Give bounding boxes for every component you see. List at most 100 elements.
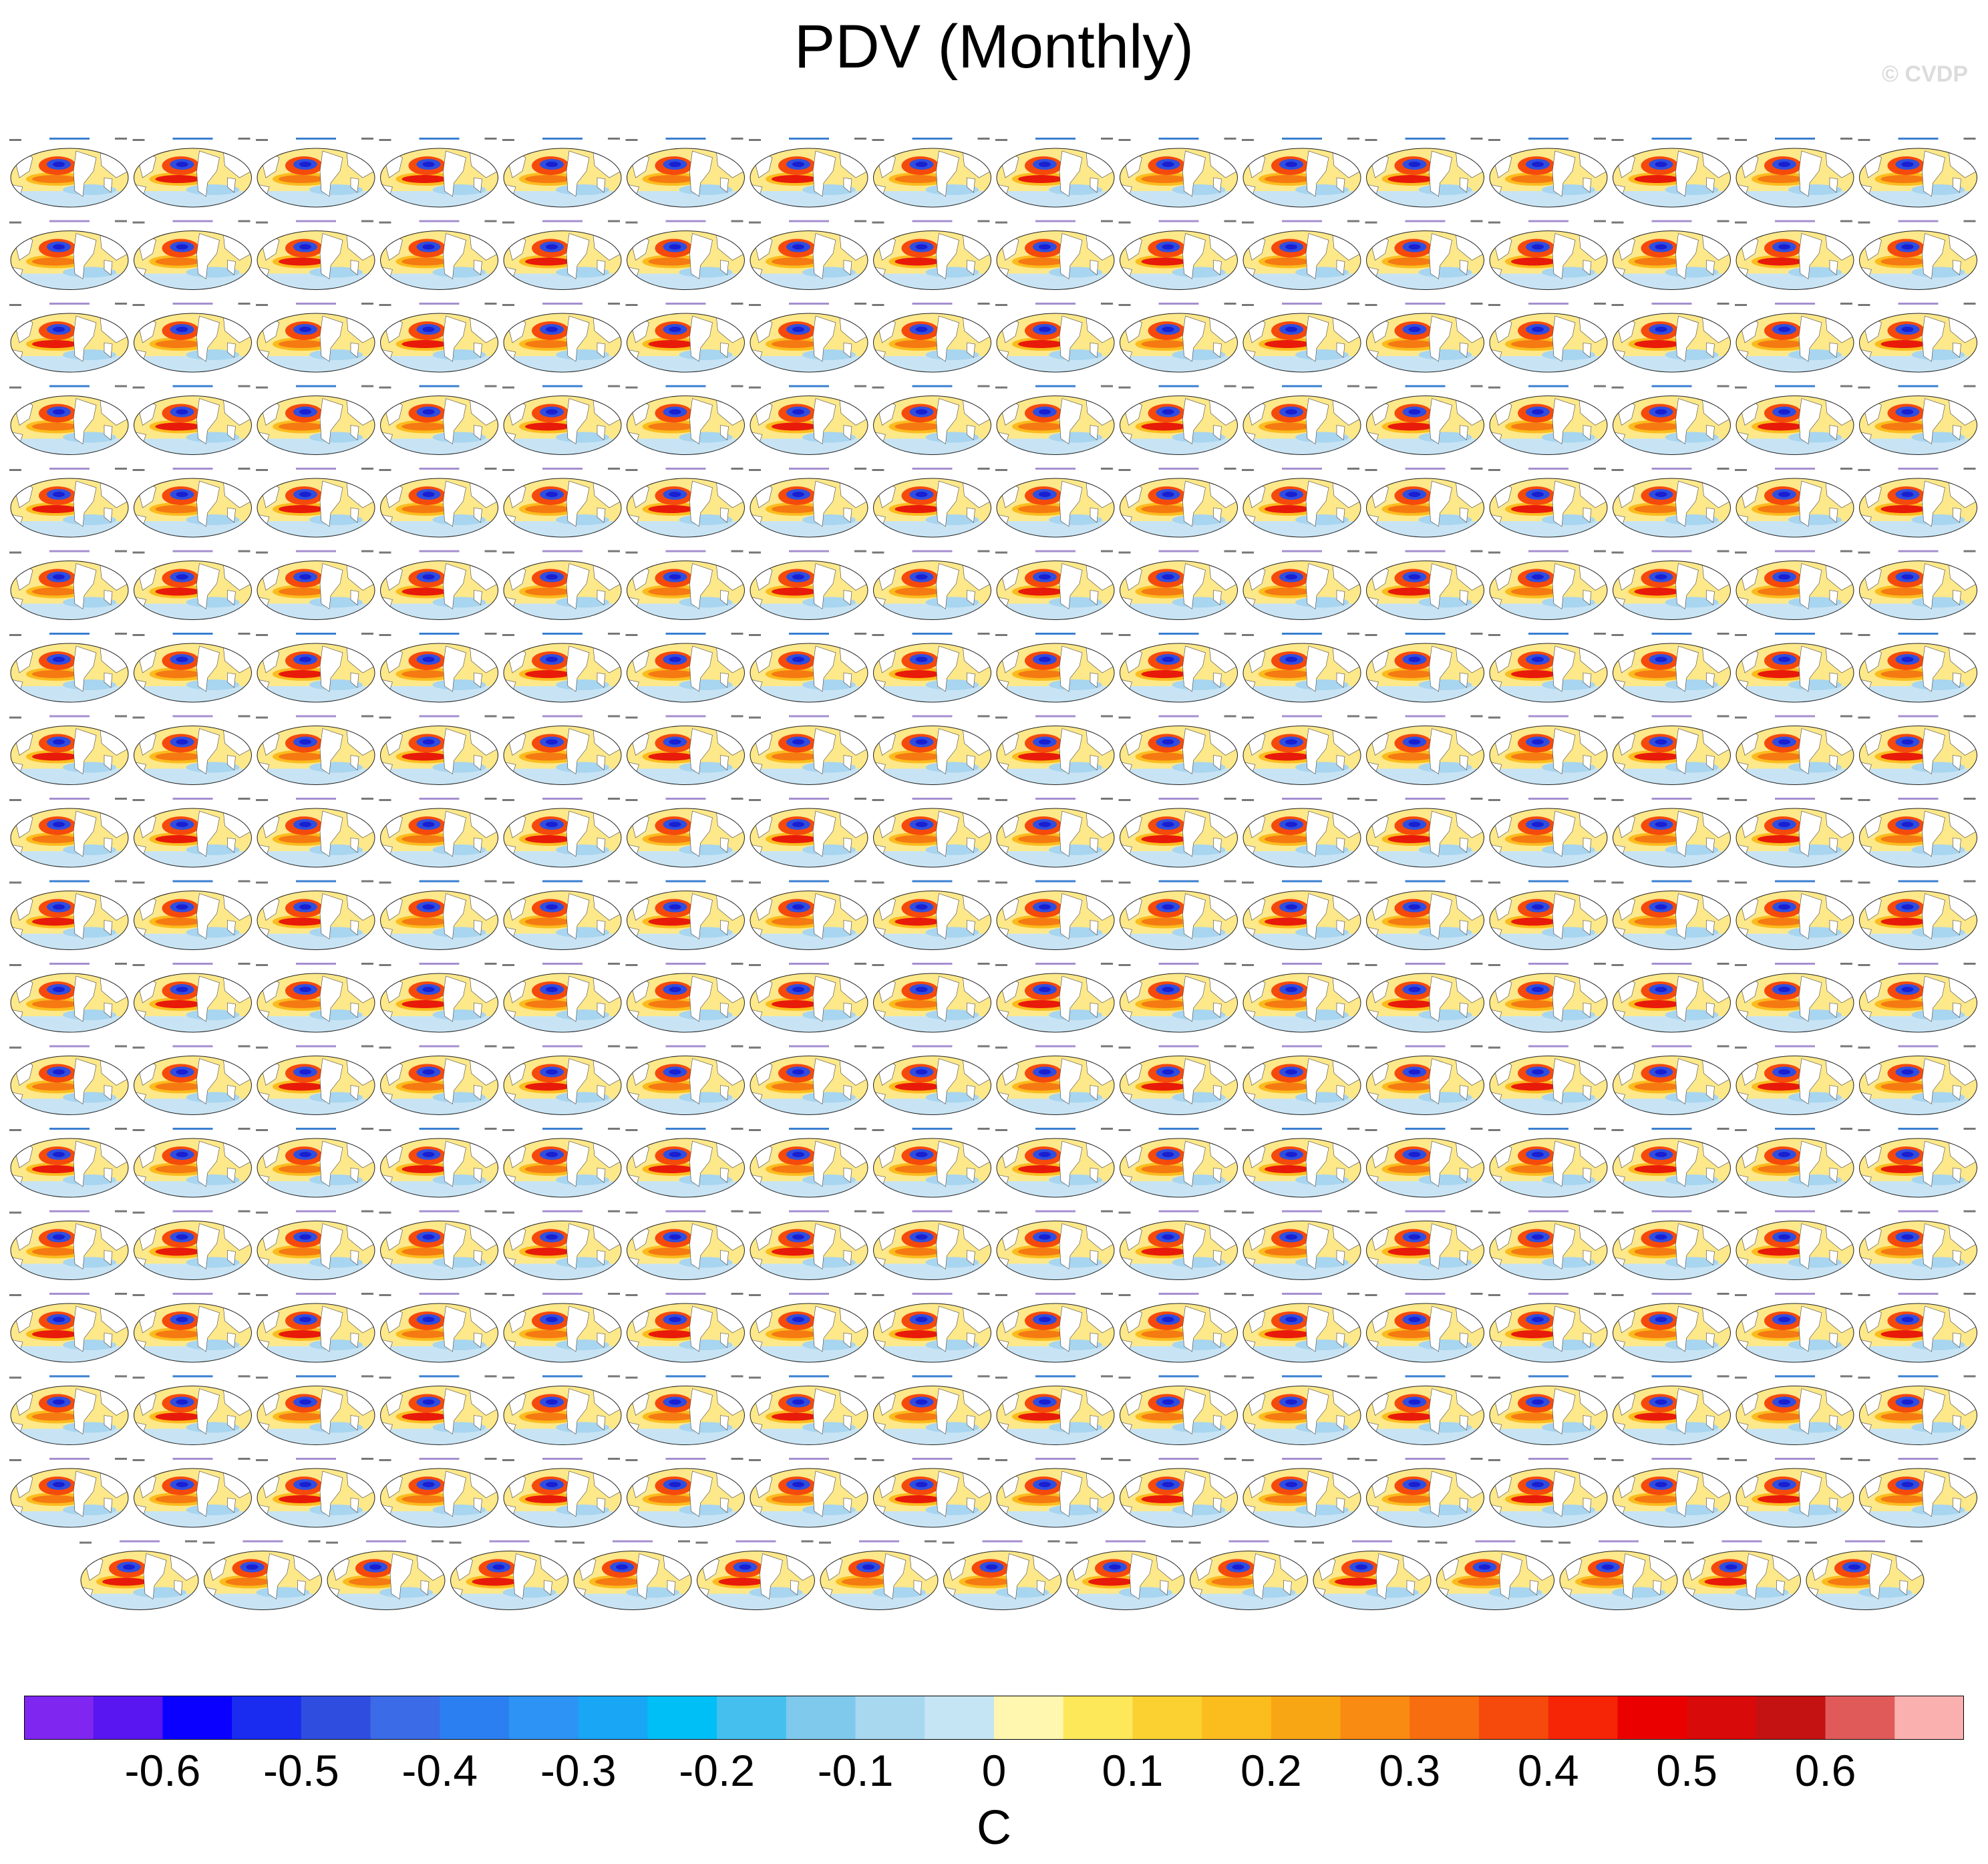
panel-stat-label (238, 138, 251, 140)
map-outline (503, 643, 622, 703)
map-panel (625, 798, 745, 868)
panel-years-label (132, 1129, 145, 1131)
map-panel (1488, 1128, 1608, 1198)
panel-dataset-label (859, 1540, 899, 1543)
map-panel (1735, 468, 1854, 538)
panel-dataset-label (1158, 1128, 1199, 1130)
map-outline (1613, 1468, 1731, 1528)
panel-stat-label (1470, 1128, 1483, 1130)
panel-dataset-label (1898, 220, 1939, 222)
panel-stat-label (731, 1458, 743, 1460)
panel-stat-label (1224, 1128, 1236, 1130)
map-outline (1436, 1551, 1554, 1610)
map-field (997, 230, 1114, 290)
panel-stat-label (977, 798, 990, 800)
map-outline (1120, 230, 1238, 290)
map-field (750, 148, 868, 207)
map-outline (380, 313, 498, 373)
map-panel (819, 1540, 939, 1610)
map-outline (1806, 1551, 1925, 1610)
panel-dataset-label (419, 1375, 460, 1378)
map-outline (134, 1221, 252, 1280)
map-outline (1366, 313, 1484, 373)
panel-years-label (1735, 1376, 1747, 1379)
map-panel (1118, 303, 1238, 373)
map-field (1490, 1386, 1607, 1445)
panel-years-label (995, 469, 1007, 471)
panel-stat-label (854, 798, 866, 800)
map-field (1120, 313, 1238, 372)
panel-years-label (1611, 221, 1624, 224)
panel-dataset-label (613, 1540, 653, 1543)
panel-years-label (1242, 551, 1254, 554)
map-field (1613, 313, 1731, 372)
panel-stat-label (484, 1458, 497, 1460)
panel-stat-label (1101, 880, 1113, 883)
panel-years-label (132, 716, 145, 719)
panel-dataset-label (1158, 550, 1199, 553)
map-outline (996, 973, 1115, 1033)
panel-dataset-label (1405, 963, 1446, 965)
panel-dataset-label (1282, 468, 1322, 470)
map-field (627, 148, 745, 207)
map-field (750, 396, 868, 455)
panel-years-label (1118, 551, 1131, 554)
panel-years-label (1735, 1046, 1747, 1049)
map-panel (872, 1375, 991, 1445)
map-panel (379, 1128, 498, 1198)
panel-dataset-label (1651, 468, 1692, 470)
panel-dataset-label (1158, 1293, 1199, 1295)
panel-stat-label (1911, 1540, 1923, 1543)
panel-dataset-label (296, 798, 336, 800)
panel-stat-label (115, 1458, 127, 1460)
map-field (380, 1468, 498, 1527)
map-panel (1312, 1540, 1432, 1610)
map-field (11, 1056, 128, 1115)
map-field (380, 808, 498, 867)
map-panel (625, 138, 745, 208)
map-outline (1242, 808, 1361, 868)
map-outline (1242, 973, 1361, 1033)
map-outline (996, 230, 1115, 290)
panel-stat-label (608, 1045, 620, 1048)
panel-dataset-label (1106, 1540, 1146, 1543)
panel-dataset-label (172, 1128, 213, 1130)
panel-dataset-label (789, 1045, 829, 1048)
map-outline (380, 891, 498, 950)
map-field (1490, 148, 1607, 207)
map-panel (9, 1458, 129, 1528)
panel-stat-label (484, 963, 497, 965)
colorbar-tick-label: 0 (981, 1746, 1007, 1795)
panel-years-label (625, 469, 638, 471)
map-panel (625, 220, 745, 290)
panel-stat-label (1594, 1045, 1606, 1048)
panel-dataset-label (665, 303, 706, 305)
panel-dataset-label (366, 1540, 406, 1543)
map-outline (1242, 1386, 1361, 1445)
map-field (997, 726, 1114, 785)
map-panel (379, 138, 498, 208)
panel-stat-label (608, 468, 620, 470)
map-outline (1242, 1303, 1361, 1363)
panel-years-label (1242, 386, 1254, 389)
panel-stat-label (1840, 303, 1852, 305)
map-panel (1118, 468, 1238, 538)
map-field (1859, 1468, 1977, 1527)
map-outline (134, 891, 252, 950)
panel-stat-label (1470, 1045, 1483, 1048)
panel-years-label (502, 799, 514, 801)
panel-years-label (995, 716, 1007, 719)
panel-stat-label (115, 468, 127, 470)
map-field (11, 1303, 128, 1362)
map-outline (503, 396, 622, 455)
map-panel (1365, 138, 1484, 208)
map-field (627, 561, 745, 620)
map-field (627, 478, 745, 537)
panel-dataset-label (1775, 880, 1815, 883)
panel-stat-label (1717, 1293, 1729, 1295)
panel-stat-label (608, 303, 620, 305)
panel-years-label (1242, 1046, 1254, 1049)
map-outline (1735, 148, 1854, 208)
panel-stat-label (238, 1375, 251, 1378)
panel-years-label (995, 634, 1007, 636)
